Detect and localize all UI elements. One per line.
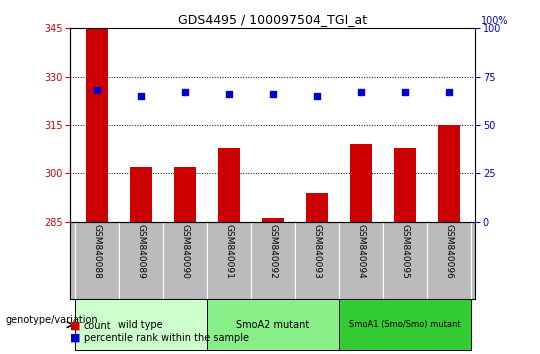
Point — [136, 93, 145, 99]
Text: GSM840093: GSM840093 — [312, 224, 321, 279]
Bar — [350, 144, 372, 222]
Bar — [394, 148, 416, 222]
Bar — [86, 28, 107, 222]
Text: GSM840089: GSM840089 — [136, 224, 145, 279]
Bar — [218, 148, 240, 222]
Point — [224, 91, 233, 97]
Bar — [339, 299, 471, 350]
Text: GSM840091: GSM840091 — [224, 224, 233, 279]
Point — [401, 89, 409, 95]
Bar — [130, 167, 152, 222]
Text: genotype/variation: genotype/variation — [5, 315, 98, 325]
Text: GSM840096: GSM840096 — [444, 224, 453, 279]
Point — [444, 89, 453, 95]
Bar — [262, 218, 284, 222]
Text: SmoA1 (Smo/Smo) mutant: SmoA1 (Smo/Smo) mutant — [349, 320, 461, 329]
Title: GDS4495 / 100097504_TGI_at: GDS4495 / 100097504_TGI_at — [178, 13, 367, 26]
Text: GSM840092: GSM840092 — [268, 224, 277, 279]
Text: GSM840095: GSM840095 — [400, 224, 409, 279]
Bar — [438, 125, 460, 222]
Text: GSM840090: GSM840090 — [180, 224, 189, 279]
Text: wild type: wild type — [118, 320, 163, 330]
Bar — [174, 167, 195, 222]
Text: count: count — [84, 321, 111, 331]
Point — [92, 87, 101, 93]
Point — [268, 91, 277, 97]
Text: SmoA2 mutant: SmoA2 mutant — [236, 320, 309, 330]
Point — [180, 89, 189, 95]
Text: GSM840094: GSM840094 — [356, 224, 365, 279]
Point — [356, 89, 365, 95]
Bar — [306, 193, 328, 222]
Text: percentile rank within the sample: percentile rank within the sample — [84, 333, 249, 343]
Point — [313, 93, 321, 99]
Text: 100%: 100% — [481, 16, 508, 25]
Bar — [207, 299, 339, 350]
Text: GSM840088: GSM840088 — [92, 224, 101, 279]
Text: ■: ■ — [70, 333, 80, 343]
Bar — [75, 299, 207, 350]
Text: ■: ■ — [70, 321, 80, 331]
